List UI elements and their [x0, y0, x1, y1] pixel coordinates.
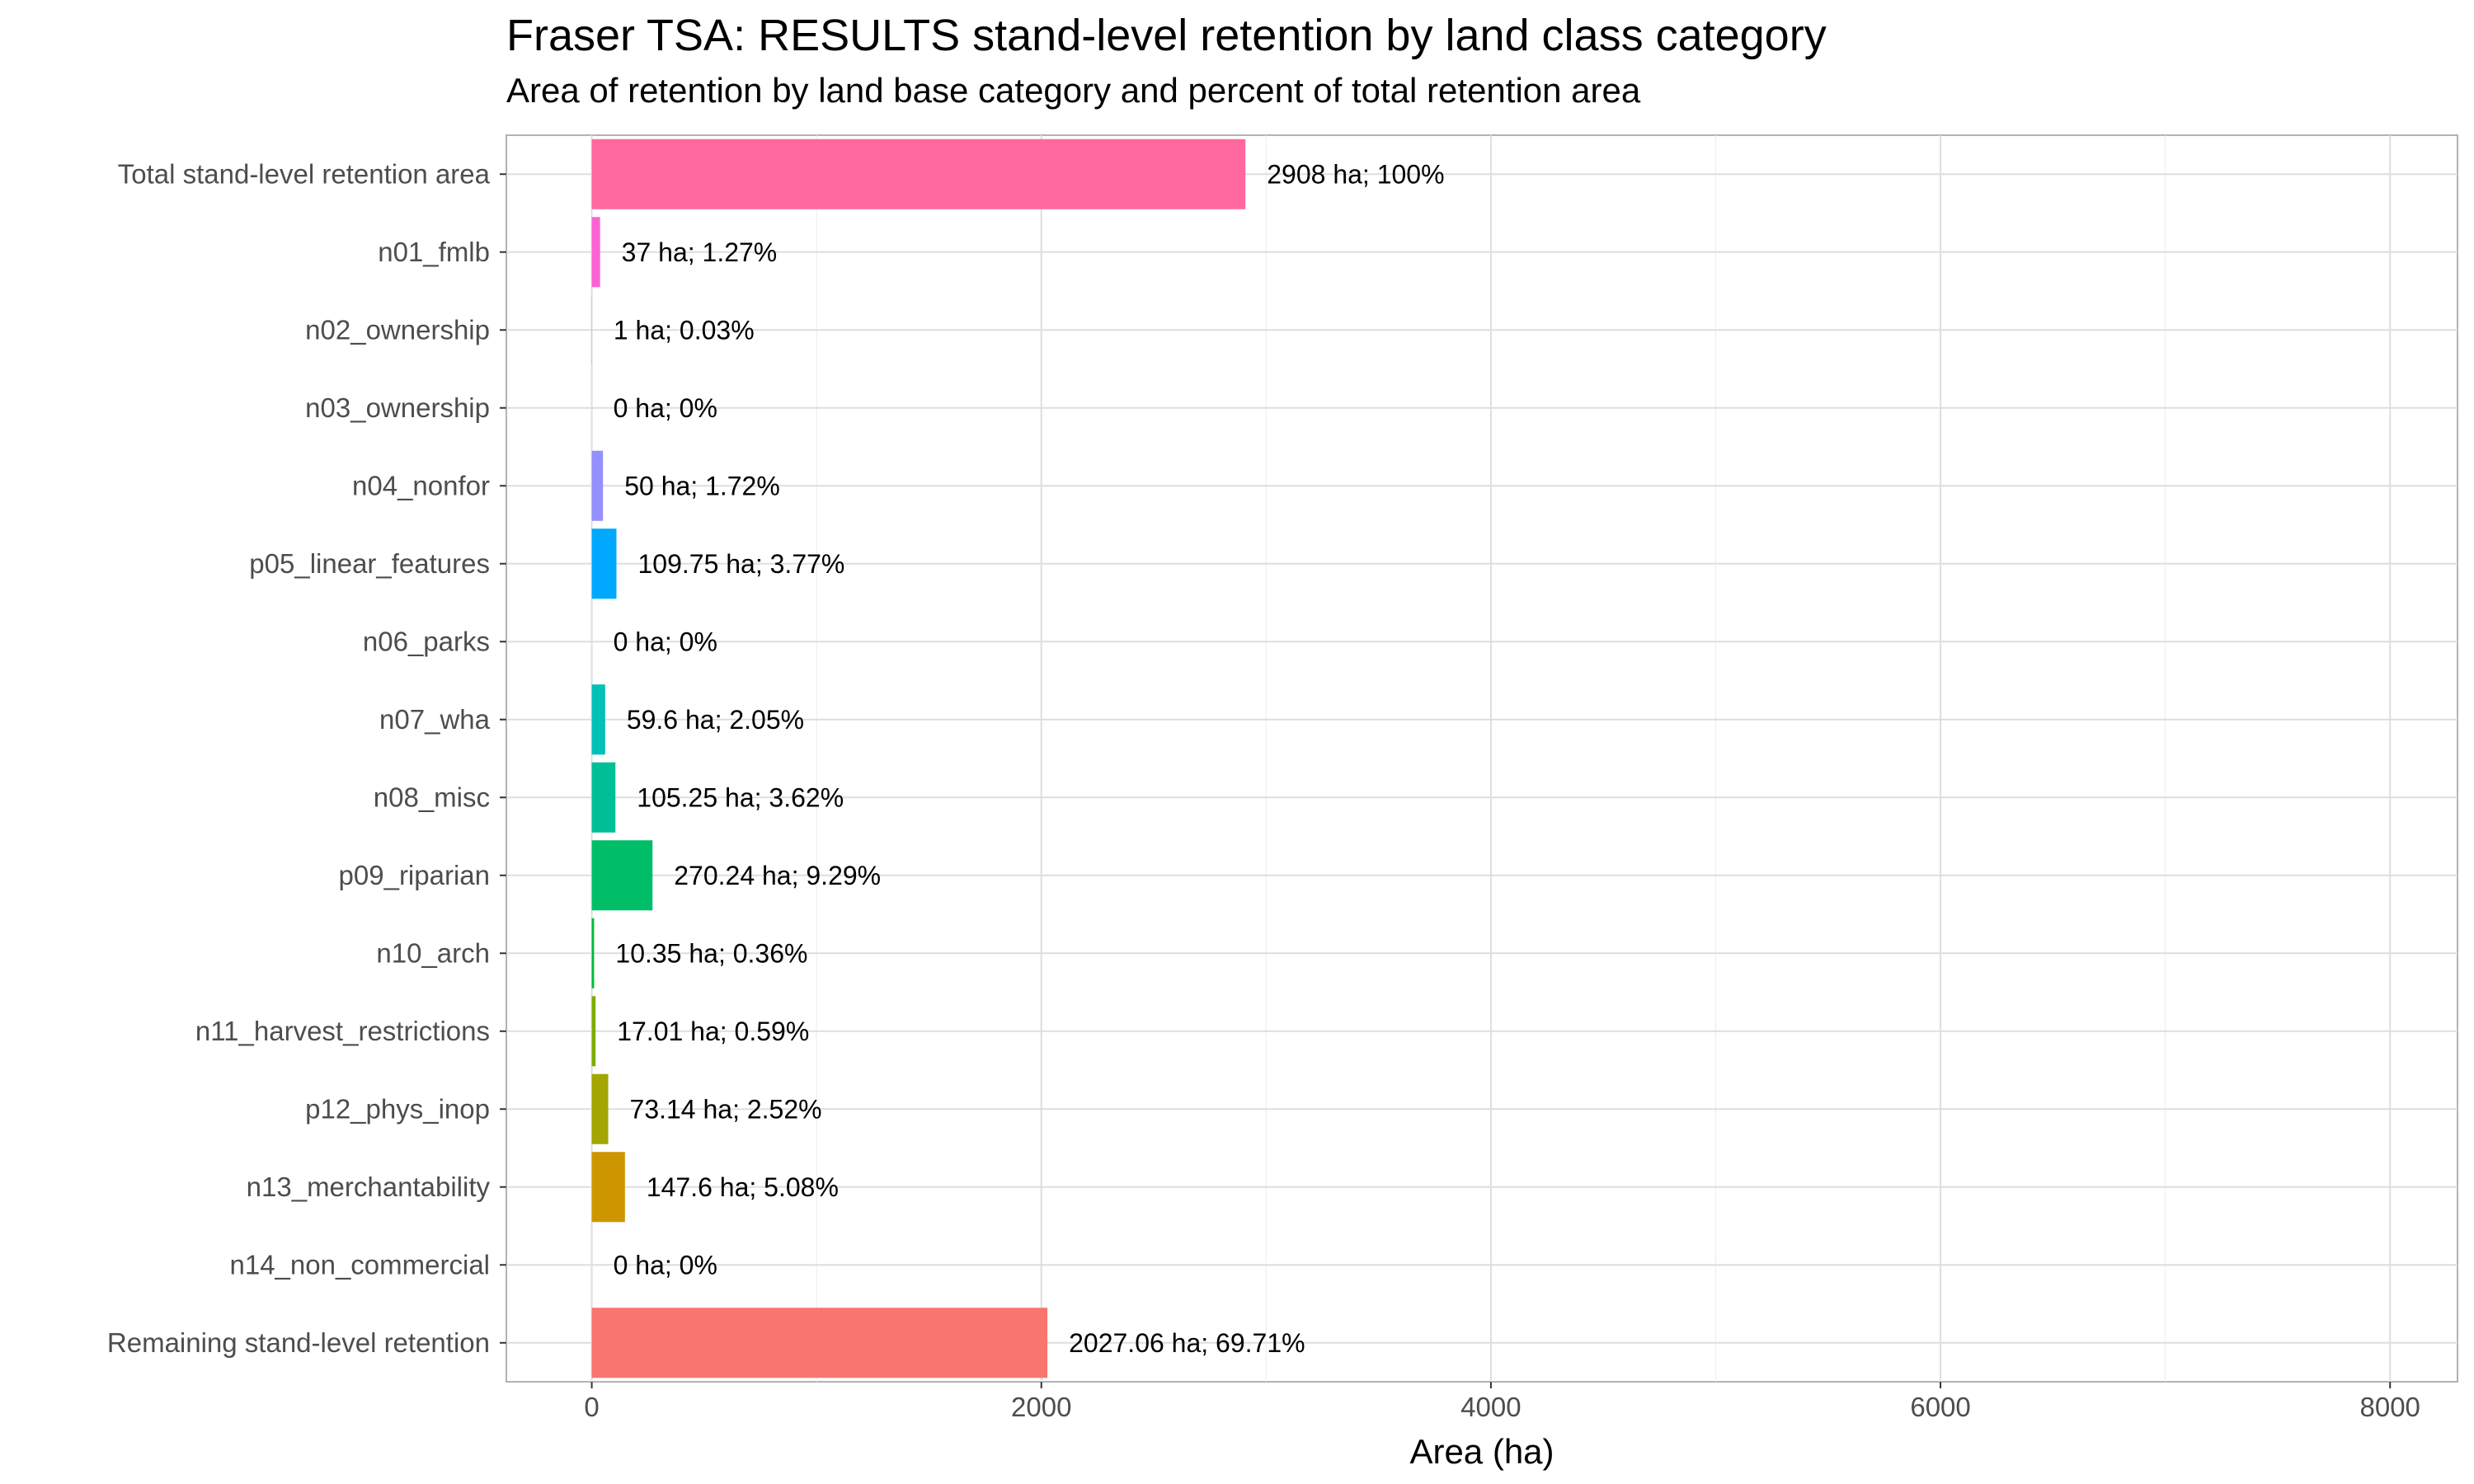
- bar: [591, 762, 616, 833]
- y-tick-label: n03_ownership: [305, 392, 490, 423]
- y-tick-label: Remaining stand-level retention: [107, 1327, 490, 1358]
- bar: [591, 1073, 609, 1144]
- y-tick-label: p12_phys_inop: [305, 1093, 490, 1124]
- x-tick-label: 6000: [1910, 1392, 1970, 1422]
- bar: [591, 528, 617, 599]
- y-tick-label: n13_merchantability: [247, 1172, 491, 1202]
- y-tick-label: n11_harvest_restrictions: [195, 1016, 490, 1046]
- data-label: 50 ha; 1.72%: [624, 471, 780, 500]
- x-tick-label: 4000: [1460, 1392, 1521, 1422]
- data-label: 17.01 ha; 0.59%: [617, 1017, 809, 1046]
- data-label: 1 ha; 0.03%: [614, 315, 755, 345]
- x-tick-label: 0: [584, 1392, 599, 1422]
- data-label: 2027.06 ha; 69.71%: [1069, 1328, 1305, 1358]
- data-label: 0 ha; 0%: [614, 1250, 717, 1280]
- data-label: 0 ha; 0%: [614, 393, 717, 423]
- data-label: 105.25 ha; 3.62%: [637, 782, 844, 812]
- bar: [591, 996, 596, 1067]
- data-label: 147.6 ha; 5.08%: [647, 1172, 839, 1202]
- y-tick-label: n10_arch: [376, 937, 490, 968]
- y-tick-label: n01_fmlb: [378, 237, 490, 267]
- data-label: 2908 ha; 100%: [1267, 159, 1444, 189]
- bar: [591, 139, 1246, 209]
- y-axis-tick-labels: Total stand-level retention area n01_fmlb…: [107, 158, 506, 1358]
- bar: [591, 918, 595, 989]
- chart-title: Fraser TSA: RESULTS stand-level retentio…: [506, 11, 1827, 60]
- data-label: 10.35 ha; 0.36%: [615, 938, 807, 968]
- y-tick-label: Total stand-level retention area: [118, 158, 491, 189]
- x-axis-label: Area (ha): [1409, 1432, 1554, 1471]
- chart-subtitle: Area of retention by land base category …: [506, 71, 1641, 110]
- bar: [591, 217, 600, 288]
- data-label: 73.14 ha; 2.52%: [630, 1094, 822, 1124]
- data-labels: 2908 ha; 100% 37 ha; 1.27% 1 ha; 0.03% 0 ha…: [614, 159, 1445, 1358]
- x-axis-tick-labels: 0 2000 4000 6000 8000: [584, 1382, 2420, 1422]
- y-tick-label: p05_linear_features: [249, 548, 490, 579]
- data-label: 37 ha; 1.27%: [622, 237, 778, 267]
- data-label: 109.75 ha; 3.77%: [637, 549, 844, 579]
- data-label: 270.24 ha; 9.29%: [674, 861, 881, 890]
- bar: [591, 684, 605, 755]
- bars: [591, 139, 1246, 1378]
- y-tick-label: n04_nonfor: [352, 470, 490, 500]
- y-tick-label: n07_wha: [379, 704, 491, 735]
- y-tick-label: n06_parks: [363, 626, 490, 656]
- bar: [591, 450, 604, 521]
- data-label: 0 ha; 0%: [614, 627, 717, 656]
- bar: [591, 1308, 1048, 1378]
- x-tick-label: 2000: [1011, 1392, 1071, 1422]
- plot-panel-border: [506, 134, 2458, 1383]
- y-tick-label: n14_non_commercial: [229, 1249, 490, 1280]
- data-label: 59.6 ha; 2.05%: [627, 705, 804, 735]
- y-tick-label: p09_riparian: [339, 860, 490, 890]
- bar: [591, 840, 653, 911]
- y-tick-label: n08_misc: [374, 782, 490, 812]
- x-tick-label: 8000: [2360, 1392, 2420, 1422]
- bar: [591, 1152, 625, 1223]
- y-tick-label: n02_ownership: [305, 314, 490, 345]
- grid-lines: [506, 135, 2458, 1382]
